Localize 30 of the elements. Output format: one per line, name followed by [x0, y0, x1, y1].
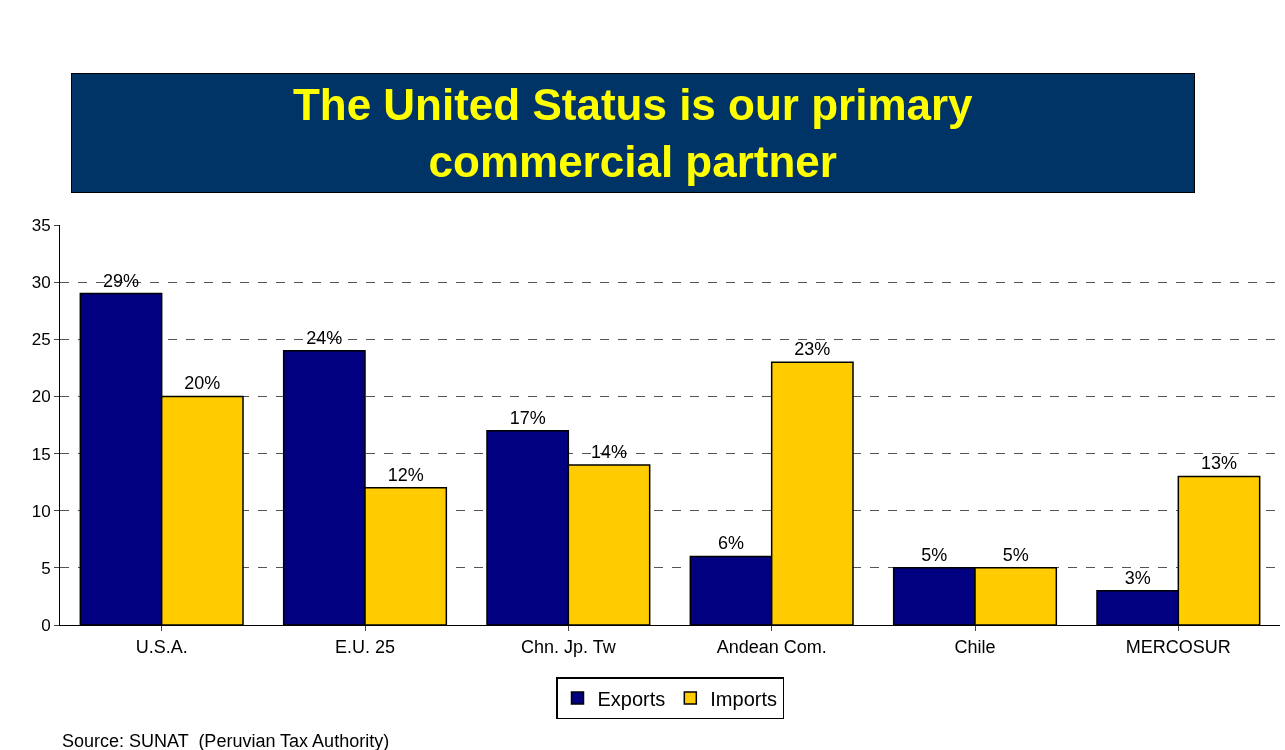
data-label: 20% — [184, 373, 221, 394]
data-label: 23% — [794, 339, 831, 360]
x-tick-label: E.U. 25 — [334, 636, 396, 657]
data-label: 12% — [387, 464, 424, 485]
y-tick-label: 10 — [31, 501, 51, 521]
y-tick-label: 25 — [31, 330, 51, 350]
legend-label: Exports — [597, 687, 666, 710]
x-tick-label: Chn. Jp. Tw — [520, 636, 617, 657]
data-label: 29% — [102, 270, 140, 291]
y-tick-label: 30 — [31, 273, 51, 293]
x-tick-label: Andean Com. — [716, 636, 827, 657]
x-tick-label: Chile — [954, 636, 996, 657]
y-tick-label: 15 — [31, 444, 51, 464]
chart-title: The United Status is our primary commercial partner — [292, 80, 974, 187]
data-label: 5% — [1002, 544, 1029, 565]
y-tick-label: 5 — [41, 558, 51, 578]
legend-label: Imports — [710, 687, 777, 710]
data-label: 17% — [509, 407, 546, 428]
data-label: 6% — [717, 533, 745, 554]
x-tick-label: MERCOSUR — [1125, 636, 1231, 657]
y-tick-label: 0 — [41, 615, 51, 635]
x-tick-label: U.S.A. — [135, 636, 188, 657]
data-label: 14% — [590, 442, 628, 462]
source-note: Source: SUNAT (Peruvian Tax Authority) — [62, 731, 390, 750]
data-label: 5% — [921, 544, 948, 565]
y-tick-label: 35 — [31, 215, 51, 235]
data-label: 3% — [1124, 567, 1151, 588]
y-tick-label: 20 — [31, 387, 51, 407]
data-label: 24% — [306, 327, 343, 348]
data-label: 13% — [1200, 453, 1238, 474]
